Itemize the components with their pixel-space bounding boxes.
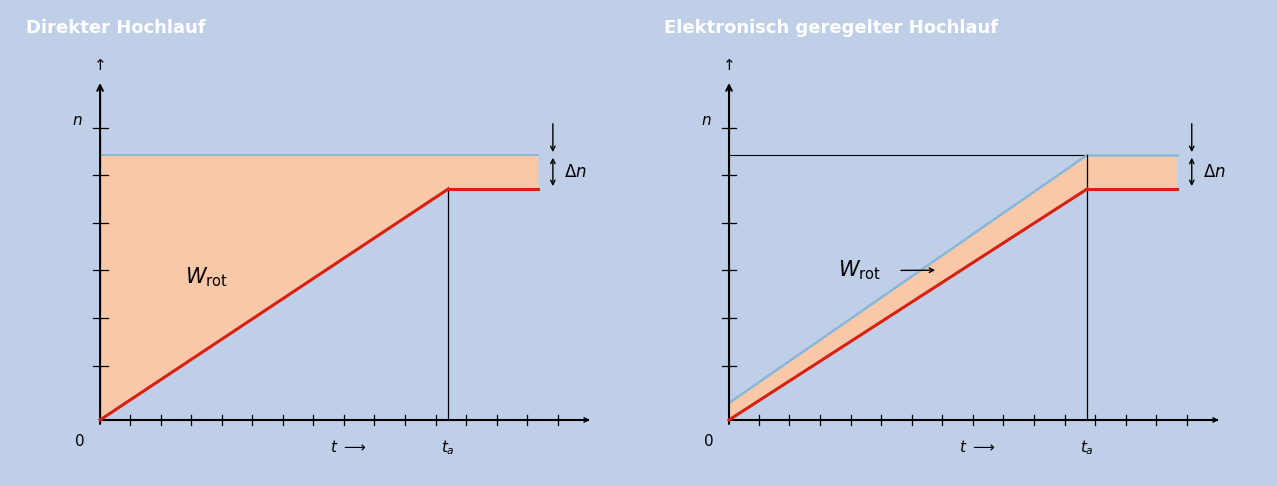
Text: $\Delta n$: $\Delta n$ <box>564 163 586 181</box>
Text: $W_\mathrm{rot}$: $W_\mathrm{rot}$ <box>185 265 227 289</box>
Text: $n$: $n$ <box>73 113 83 128</box>
Text: $t\ \longrightarrow$: $t\ \longrightarrow$ <box>959 439 996 454</box>
Polygon shape <box>729 155 1177 420</box>
Text: $t\ \longrightarrow$: $t\ \longrightarrow$ <box>331 439 368 454</box>
Text: ↑: ↑ <box>723 58 736 73</box>
Text: Elektronisch geregelter Hochlauf: Elektronisch geregelter Hochlauf <box>664 19 999 37</box>
Text: $t_a$: $t_a$ <box>1080 439 1094 457</box>
Text: 0: 0 <box>705 434 714 449</box>
Polygon shape <box>100 155 538 420</box>
Text: $t_a$: $t_a$ <box>442 439 456 457</box>
Text: $W_\mathrm{rot}$: $W_\mathrm{rot}$ <box>839 259 881 282</box>
Text: $n$: $n$ <box>701 113 713 128</box>
Text: 0: 0 <box>75 434 86 449</box>
Text: ↑: ↑ <box>93 58 106 73</box>
Text: Direkter Hochlauf: Direkter Hochlauf <box>26 19 206 37</box>
Text: $\Delta n$: $\Delta n$ <box>1203 163 1226 181</box>
